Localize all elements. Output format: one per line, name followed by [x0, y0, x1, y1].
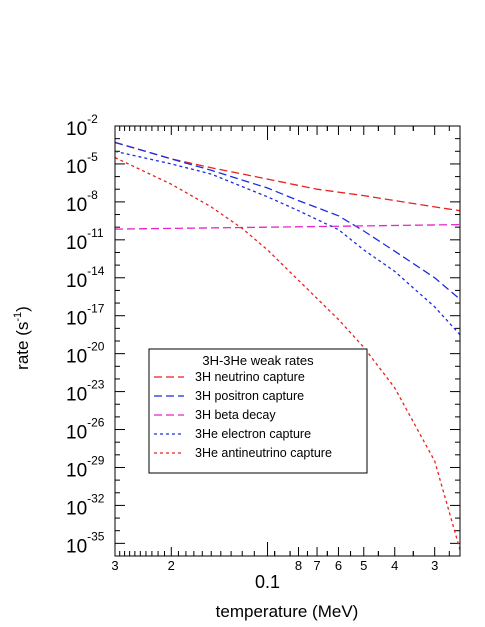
series-line-0: [115, 141, 460, 212]
y-tick-exponent: -2: [87, 112, 98, 126]
y-tick-label: 10-17: [66, 302, 105, 330]
y-tick-label: 10-26: [66, 416, 105, 444]
y-tick-exponent: -32: [87, 491, 105, 505]
y-tick-label: 10-35: [66, 529, 105, 557]
y-tick-labels: 10-210-510-810-1110-1410-1710-2010-2310-…: [66, 112, 105, 557]
y-tick-label: 10-5: [66, 150, 98, 178]
y-tick-base: 10: [66, 385, 87, 406]
x-tick-label: 3: [431, 558, 438, 573]
y-tick-base: 10: [66, 347, 87, 368]
series-line-4: [115, 157, 460, 550]
y-tick-base: 10: [66, 233, 87, 254]
x-tick-label: 0.1: [255, 572, 280, 592]
y-tick-label: 10-11: [66, 226, 104, 254]
major-ticks: [114, 125, 460, 556]
y-axis-title-close: ): [13, 306, 32, 312]
y-axis-title-base: rate (s: [13, 322, 32, 370]
y-tick-label: 10-14: [66, 264, 105, 292]
x-tick-label: 5: [360, 558, 367, 573]
legend-box: [148, 348, 368, 474]
legend-label-0: 3H neutrino capture: [195, 370, 305, 384]
x-axis-title: temperature (MeV): [216, 602, 359, 621]
y-tick-base: 10: [66, 195, 87, 216]
y-tick-base: 10: [66, 536, 87, 557]
legend-label-1: 3H positron capture: [195, 389, 304, 403]
y-tick-exponent: -11: [87, 226, 104, 240]
y-tick-label: 10-29: [66, 453, 105, 481]
y-tick-base: 10: [66, 271, 87, 292]
y-tick-exponent: -35: [87, 529, 105, 543]
x-tick-label: 7: [313, 558, 320, 573]
y-tick-label: 10-8: [66, 188, 98, 216]
series-line-2: [115, 223, 460, 230]
legend-title: 3H-3He weak rates: [202, 353, 314, 368]
legend-entries: 3H neutrino capture 3H positron capture 3H…: [154, 370, 332, 460]
legend-label-3: 3He electron capture: [195, 427, 311, 441]
y-tick-exponent: -29: [87, 453, 105, 467]
series-line-3: [115, 150, 460, 336]
x-tick-label: 6: [335, 558, 342, 573]
y-tick-base: 10: [66, 157, 87, 178]
y-tick-base: 10: [66, 460, 87, 481]
y-tick-base: 10: [66, 309, 87, 330]
y-tick-exponent: -17: [87, 302, 105, 316]
y-tick-base: 10: [66, 119, 87, 140]
y-tick-base: 10: [66, 498, 87, 519]
y-tick-exponent: -5: [87, 150, 98, 164]
y-tick-exponent: -20: [87, 340, 105, 354]
y-tick-base: 10: [66, 423, 87, 444]
x-tick-labels: 3 2 0.1 8 7 6 5 4 3: [111, 558, 438, 592]
y-tick-label: 10-23: [66, 378, 105, 406]
x-tick-label: 8: [295, 558, 302, 573]
y-tick-label: 10-2: [66, 112, 98, 140]
y-tick-exponent: -23: [87, 378, 105, 392]
legend-label-2: 3H beta decay: [195, 408, 276, 422]
y-axis-title-exponent: -1: [12, 312, 24, 322]
y-axis-title: rate (s-1): [12, 306, 32, 370]
series-line-1: [115, 141, 460, 300]
y-tick-label: 10-20: [66, 340, 105, 368]
x-tick-label: 2: [168, 558, 175, 573]
x-tick-label: 3: [111, 558, 118, 573]
minor-ticks: [115, 126, 461, 557]
plot-frame: [114, 125, 461, 557]
series-lines: [115, 141, 460, 550]
y-tick-exponent: -26: [87, 416, 105, 430]
legend-label-4: 3He antineutrino capture: [195, 446, 332, 460]
x-tick-label: 4: [391, 558, 398, 573]
legend: 3H-3He weak rates 3H neutrino capture3H …: [148, 348, 368, 474]
y-tick-label: 10-32: [66, 491, 105, 519]
y-tick-exponent: -14: [87, 264, 105, 278]
y-tick-exponent: -8: [87, 188, 98, 202]
